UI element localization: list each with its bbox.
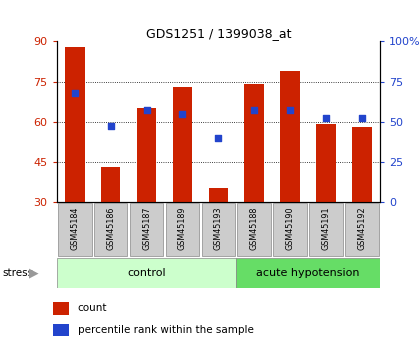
Bar <box>101 167 121 202</box>
Bar <box>208 188 228 202</box>
FancyBboxPatch shape <box>236 258 380 288</box>
Bar <box>53 324 69 336</box>
Bar <box>281 71 300 202</box>
FancyBboxPatch shape <box>94 203 128 256</box>
Point <box>71 90 78 96</box>
FancyBboxPatch shape <box>273 203 307 256</box>
Text: GSM45186: GSM45186 <box>106 207 115 250</box>
Bar <box>173 87 192 202</box>
Text: GSM45184: GSM45184 <box>70 207 79 250</box>
Point <box>107 124 114 129</box>
Text: control: control <box>127 268 166 278</box>
Bar <box>53 302 69 315</box>
FancyBboxPatch shape <box>57 258 236 288</box>
Bar <box>352 127 372 202</box>
Point <box>323 116 330 121</box>
FancyBboxPatch shape <box>345 203 379 256</box>
FancyBboxPatch shape <box>309 203 343 256</box>
Text: GSM45188: GSM45188 <box>250 207 259 250</box>
Point <box>215 135 222 140</box>
Text: GSM45187: GSM45187 <box>142 207 151 250</box>
FancyBboxPatch shape <box>58 203 92 256</box>
Point <box>359 116 365 121</box>
Bar <box>316 124 336 202</box>
Text: percentile rank within the sample: percentile rank within the sample <box>78 325 254 335</box>
Bar <box>244 84 264 202</box>
Bar <box>136 108 156 202</box>
Text: count: count <box>78 303 107 313</box>
Point <box>179 111 186 116</box>
FancyBboxPatch shape <box>202 203 235 256</box>
Text: GSM45189: GSM45189 <box>178 207 187 250</box>
Text: GSM45191: GSM45191 <box>322 207 331 250</box>
Point <box>287 108 294 113</box>
FancyBboxPatch shape <box>130 203 163 256</box>
FancyBboxPatch shape <box>165 203 200 256</box>
Point <box>251 108 258 113</box>
Point <box>143 108 150 113</box>
Text: acute hypotension: acute hypotension <box>257 268 360 278</box>
Text: stress: stress <box>2 268 33 277</box>
FancyBboxPatch shape <box>237 203 271 256</box>
Text: GSM45190: GSM45190 <box>286 207 295 250</box>
Bar <box>65 47 84 202</box>
Text: ▶: ▶ <box>29 266 38 279</box>
Text: GSM45192: GSM45192 <box>358 207 367 250</box>
Text: GSM45193: GSM45193 <box>214 207 223 250</box>
Title: GDS1251 / 1399038_at: GDS1251 / 1399038_at <box>146 27 291 40</box>
